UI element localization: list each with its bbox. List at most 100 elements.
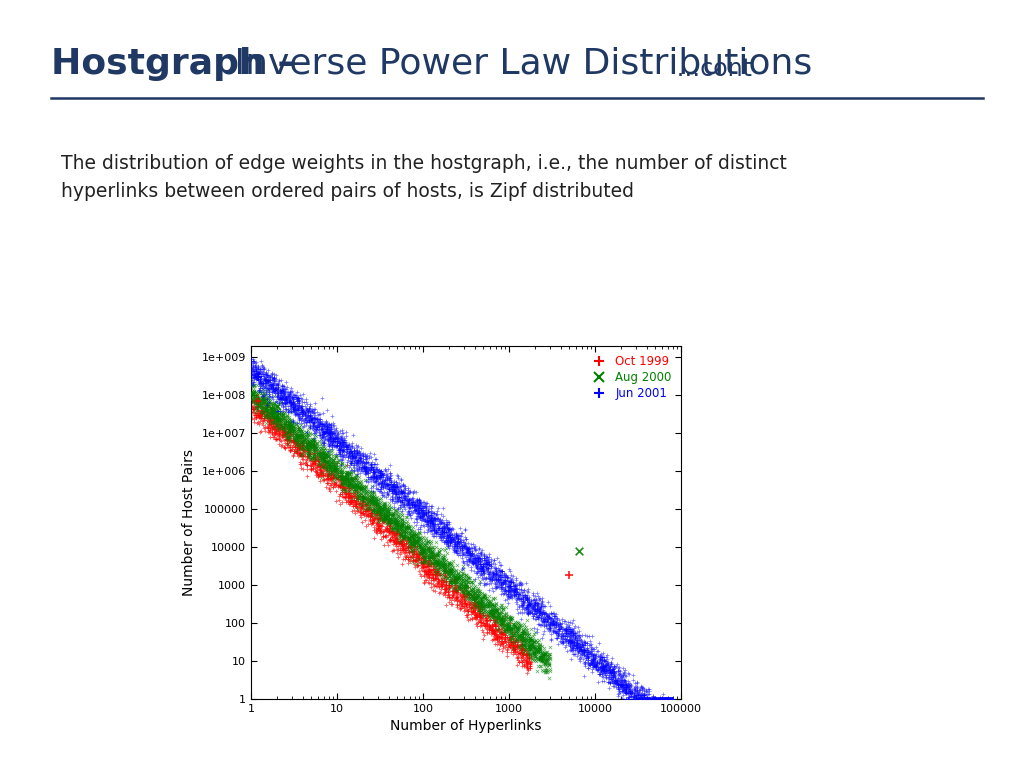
Point	[372, 476, 388, 488]
Point	[415, 506, 431, 518]
Point	[454, 584, 470, 597]
Point	[488, 581, 505, 594]
Point	[465, 594, 481, 607]
Point	[603, 669, 620, 681]
Point	[337, 487, 353, 499]
Point	[392, 502, 409, 514]
Point	[502, 623, 518, 635]
Point	[282, 395, 298, 407]
Point	[543, 607, 559, 619]
Point	[493, 607, 509, 620]
Point	[454, 539, 470, 551]
Point	[415, 510, 431, 522]
Point	[658, 693, 675, 705]
Point	[381, 468, 397, 480]
Point	[428, 568, 444, 580]
Point	[552, 618, 568, 631]
Point	[384, 495, 400, 508]
Point	[348, 457, 365, 469]
Point	[531, 641, 548, 654]
Point	[580, 652, 596, 664]
Point	[409, 548, 425, 560]
Point	[409, 527, 425, 539]
Point	[322, 435, 338, 447]
Point	[465, 538, 481, 550]
Point	[342, 489, 358, 502]
Point	[531, 654, 548, 666]
Point	[327, 435, 343, 447]
Point	[267, 375, 284, 387]
Point	[267, 417, 284, 429]
Point	[408, 543, 424, 555]
Point	[333, 435, 349, 448]
Point	[531, 644, 548, 656]
Point	[310, 426, 327, 439]
Point	[361, 511, 378, 523]
Point	[509, 641, 525, 653]
Point	[538, 655, 554, 667]
Point	[475, 558, 492, 570]
Point	[268, 409, 285, 422]
Point	[493, 559, 509, 571]
Point	[474, 592, 490, 604]
Point	[306, 447, 323, 459]
Point	[434, 580, 451, 592]
Point	[522, 637, 539, 650]
Point	[514, 598, 530, 611]
Point	[483, 609, 500, 621]
Point	[333, 441, 349, 453]
Point	[340, 475, 356, 487]
Point	[264, 406, 281, 418]
Point	[469, 596, 485, 608]
Point	[317, 449, 334, 462]
Point	[311, 447, 328, 459]
Point	[339, 479, 355, 492]
Point	[373, 469, 389, 482]
Point	[290, 409, 306, 421]
Point	[325, 417, 341, 429]
Point	[636, 693, 652, 705]
Point	[274, 386, 291, 398]
Point	[273, 382, 290, 395]
Point	[332, 440, 348, 452]
Point	[256, 389, 272, 402]
Point	[246, 355, 262, 367]
Point	[370, 501, 386, 513]
Point	[294, 429, 310, 441]
Point	[260, 363, 276, 376]
Point	[328, 461, 344, 473]
Point	[305, 412, 322, 424]
Point	[406, 526, 422, 538]
Point	[276, 442, 293, 454]
Point	[650, 693, 667, 705]
Point	[393, 518, 410, 531]
Point	[314, 455, 331, 467]
Point	[419, 565, 435, 578]
Point	[593, 664, 609, 677]
Point	[325, 435, 341, 447]
Point	[400, 502, 417, 515]
Point	[298, 458, 314, 471]
Point	[654, 693, 671, 705]
Point	[437, 571, 454, 583]
Point	[394, 514, 411, 526]
Point	[519, 603, 536, 615]
Point	[254, 365, 270, 377]
Point	[445, 532, 462, 545]
Point	[252, 373, 268, 386]
Point	[440, 526, 457, 538]
Point	[426, 553, 442, 565]
Point	[468, 601, 484, 614]
Point	[481, 572, 498, 584]
Point	[243, 373, 259, 386]
Point	[562, 644, 579, 656]
Point	[539, 613, 555, 625]
Point	[339, 466, 355, 478]
Point	[402, 525, 419, 537]
Point	[467, 580, 483, 592]
Point	[591, 662, 607, 674]
Point	[658, 693, 675, 705]
Point	[258, 371, 274, 383]
Point	[481, 604, 498, 617]
Point	[517, 656, 534, 668]
